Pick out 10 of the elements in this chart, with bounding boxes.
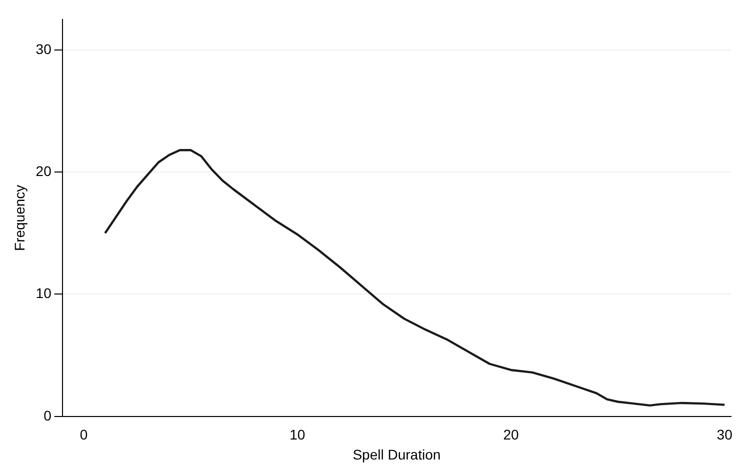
x-tick-label: 10 <box>290 426 306 443</box>
y-tick-label: 0 <box>44 407 52 424</box>
x-tick-label: 30 <box>716 426 733 443</box>
x-tick-label: 20 <box>503 426 519 443</box>
y-tick-label: 20 <box>36 162 52 179</box>
y-tick-label: 10 <box>36 285 52 302</box>
x-axis-title: Spell Duration <box>352 446 441 462</box>
y-tick-label: 30 <box>36 40 52 57</box>
y-axis-title: Frequency <box>11 184 28 251</box>
x-tick-label: 0 <box>80 426 88 443</box>
